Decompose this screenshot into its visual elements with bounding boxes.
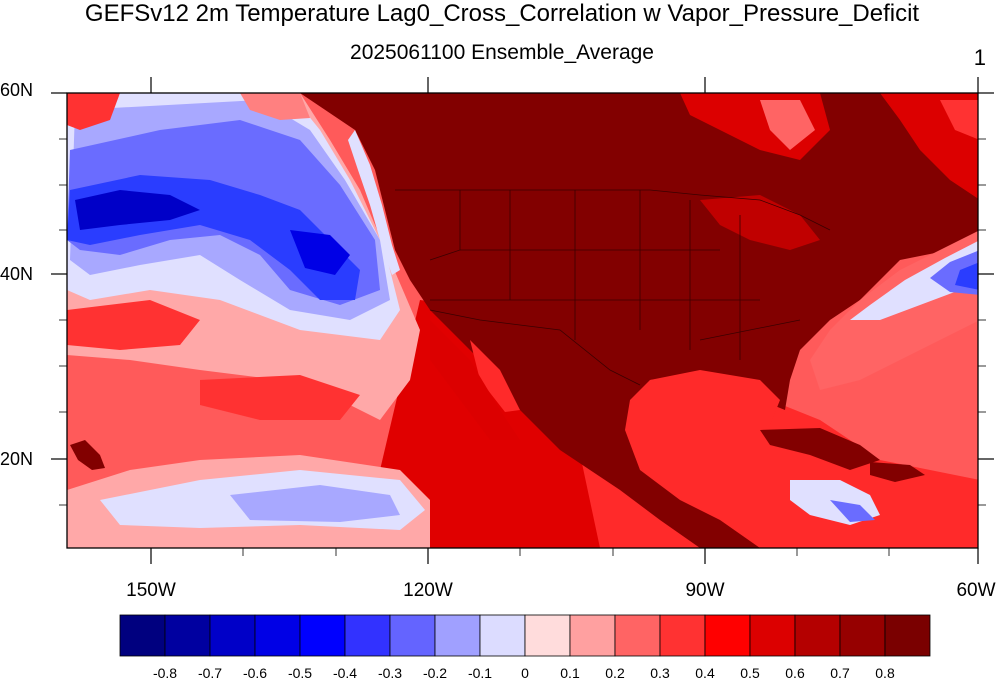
colorbar-tick-label: 0.5 [740, 665, 760, 681]
colorbar-tick-label: -0.2 [422, 665, 448, 681]
colorbar-tick-label: 0.3 [650, 665, 670, 681]
colorbar-swatch [839, 614, 886, 657]
alaska-coast-pink [240, 93, 310, 120]
axis-ticks [51, 77, 994, 564]
colorbar-tick-label: 0.8 [875, 665, 895, 681]
hawaii-islands [70, 440, 105, 470]
colorbar-swatch [164, 614, 211, 657]
lat-label-60n: 60N [0, 80, 34, 100]
lon-label-60w: 60W [956, 580, 996, 601]
west-coast-strip [348, 130, 400, 275]
tropical-lightblue [230, 485, 400, 522]
colorbar-tick-label: 0 [521, 665, 529, 681]
colorbar-tick-label: 0.2 [605, 665, 625, 681]
atlantic-blue-core [955, 262, 978, 290]
colorbar-tick-label: -0.4 [332, 665, 358, 681]
figure-subtitle: 2025061100 Ensemble_Average [350, 41, 654, 64]
hudson-light [760, 100, 815, 150]
baja-coast [430, 320, 520, 440]
colorbar-swatch [389, 614, 436, 657]
colorbar-tick-label: 0.6 [785, 665, 805, 681]
alaska-gulf-red [67, 93, 120, 130]
colorbar-swatch [209, 614, 256, 657]
lat-label-20n: 20N [0, 449, 34, 469]
colorbar-tick-label: 0.1 [560, 665, 580, 681]
figure-title: GEFSv12 2m Temperature Lag0_Cross_Correl… [84, 0, 920, 27]
cuba-island [760, 428, 880, 470]
political-boundaries [395, 189, 831, 386]
colorbar-swatch [569, 614, 616, 657]
hispaniola-island [870, 462, 925, 482]
pacific-red-west [67, 300, 200, 350]
colorbar-swatch [749, 614, 796, 657]
colorbar-tick-label: 0.4 [695, 665, 715, 681]
map-field [67, 93, 978, 548]
colorbar-swatch [524, 614, 571, 657]
lon-label-90w: 90W [685, 580, 725, 601]
gulf-of-california [470, 340, 520, 412]
colorbar-swatch [434, 614, 481, 657]
colorbar-swatch [299, 614, 346, 657]
pacific-red-streak [200, 375, 360, 420]
lat-label-40n: 40N [0, 264, 34, 284]
colorbar-tick-label: -0.5 [287, 665, 313, 681]
lon-label-150w: 150W [126, 580, 176, 601]
lon-label-120w: 120W [403, 580, 453, 601]
gulf-of-mexico [640, 370, 780, 430]
great-lakes-region [700, 195, 820, 250]
colorbar-swatch [344, 614, 391, 657]
colorbar-tick-label: -0.3 [377, 665, 403, 681]
colorbar-swatch [884, 614, 931, 657]
panel-number: 1 [973, 45, 986, 70]
pacific-darkblue-east [290, 230, 350, 275]
colorbar-swatch [479, 614, 526, 657]
map-frame [66, 92, 979, 549]
colorbar-swatch [119, 614, 166, 657]
colorbar-swatch [254, 614, 301, 657]
minor-ticks [59, 138, 986, 556]
pacific-darkblue-core [75, 190, 200, 230]
colorbar-tick-label: -0.1 [467, 665, 493, 681]
atlantic-white [850, 241, 978, 320]
colorbar-tick-label: -0.8 [152, 665, 178, 681]
colorbar [119, 614, 931, 657]
colorbar-swatch [794, 614, 841, 657]
colorbar-swatch [704, 614, 751, 657]
colorbar-swatch [659, 614, 706, 657]
north-america-land [300, 93, 978, 548]
colorbar-tick-label: -0.7 [197, 665, 223, 681]
caribbean-blue [830, 500, 875, 522]
colorbar-tick-label: -0.6 [242, 665, 268, 681]
colorbar-tick-label: 0.7 [830, 665, 850, 681]
colorbar-swatch [614, 614, 661, 657]
labrador-light [940, 100, 978, 140]
